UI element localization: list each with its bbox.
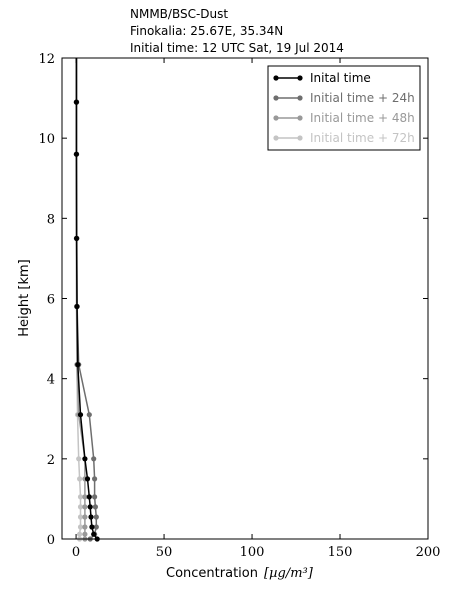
legend-marker-start-2: [273, 115, 279, 121]
x-axis-title: Concentration: [166, 566, 258, 581]
data-point-3-4: [77, 504, 84, 510]
x-axis-unit: [µg/m³]: [264, 566, 314, 581]
x-tick-label-50: 50: [156, 545, 173, 560]
data-point-0-11: [74, 235, 80, 241]
y-tick-label-0: 0: [47, 533, 55, 548]
title-line-2: Finokalia: 25.67E, 35.34N: [130, 24, 283, 38]
data-point-0-8: [77, 412, 84, 418]
legend-marker-end-2: [297, 115, 303, 121]
data-point-1-3: [93, 514, 99, 520]
y-tick-label-2: 2: [47, 453, 55, 468]
data-point-2-1: [82, 531, 88, 537]
y-tick-label-10: 10: [38, 132, 55, 147]
chart-title: NMMB/BSC-Dust Finokalia: 25.67E, 35.34N …: [130, 7, 344, 55]
data-point-0-13: [73, 99, 79, 105]
legend-label-3: Initial time + 72h: [310, 131, 415, 145]
data-point-3-7: [76, 456, 82, 462]
data-point-2-4: [82, 504, 88, 510]
legend-marker-end-0: [297, 75, 303, 81]
data-point-0-2: [89, 524, 95, 530]
y-tick-label-6: 6: [47, 293, 55, 308]
legend-box: [267, 65, 421, 151]
data-point-3-2: [77, 524, 84, 530]
plot-area: [73, 58, 100, 542]
data-point-1-5: [92, 494, 98, 500]
data-point-2-5: [82, 494, 88, 500]
legend-marker-end-3: [297, 135, 303, 141]
data-point-0-12: [73, 151, 79, 157]
x-tick-label-100: 100: [240, 545, 265, 560]
data-point-0-4: [87, 504, 93, 510]
data-point-0-1: [91, 531, 97, 537]
data-point-0-3: [88, 514, 94, 520]
series-3: [73, 58, 84, 542]
data-point-0-5: [86, 494, 92, 500]
x-axis-label: Concentration [µg/m³]: [166, 566, 314, 581]
data-point-2-2: [82, 524, 88, 530]
legend-marker-start-0: [273, 75, 279, 81]
y-tick-label-4: 4: [47, 373, 55, 388]
legend: Inital time Initial time + 24h Initial tim…: [267, 65, 421, 151]
data-point-3-1: [77, 531, 83, 537]
data-point-3-3: [77, 514, 84, 520]
data-point-1-6: [92, 476, 98, 482]
y-tick-label-8: 8: [47, 212, 55, 227]
axis-labels: Concentration [µg/m³] Height [km]: [17, 259, 314, 581]
data-point-1-4: [92, 504, 98, 510]
legend-marker-end-1: [297, 95, 303, 101]
x-tick-label-200: 200: [416, 545, 441, 560]
data-point-1-2: [93, 524, 99, 530]
y-tick-label-12: 12: [38, 52, 55, 67]
legend-label-1: Initial time + 24h: [310, 91, 415, 105]
data-point-1-7: [91, 456, 97, 462]
x-tick-label-0: 0: [72, 545, 80, 560]
data-point-0-6: [84, 476, 91, 482]
y-axis-label: Height [km]: [17, 259, 32, 336]
legend-label-2: Initial time + 48h: [310, 111, 415, 125]
series-0: [73, 58, 100, 542]
data-point-3-6: [77, 476, 83, 482]
data-point-1-8: [86, 412, 92, 418]
x-tick-label-150: 150: [328, 545, 353, 560]
axes: 0 50 100 150 200 0 2 4 6 8 10 12: [38, 52, 440, 560]
data-point-2-3: [82, 514, 88, 520]
data-point-3-5: [77, 494, 84, 500]
title-line-3: Initial time: 12 UTC Sat, 19 Jul 2014: [130, 41, 344, 55]
data-point-0-10: [74, 303, 80, 310]
title-line-1: NMMB/BSC-Dust: [130, 7, 228, 21]
data-point-0-7: [82, 456, 88, 462]
data-point-0-9: [75, 362, 81, 368]
legend-label-0: Inital time: [310, 71, 371, 85]
legend-marker-start-3: [273, 135, 279, 141]
legend-marker-start-1: [273, 95, 279, 101]
